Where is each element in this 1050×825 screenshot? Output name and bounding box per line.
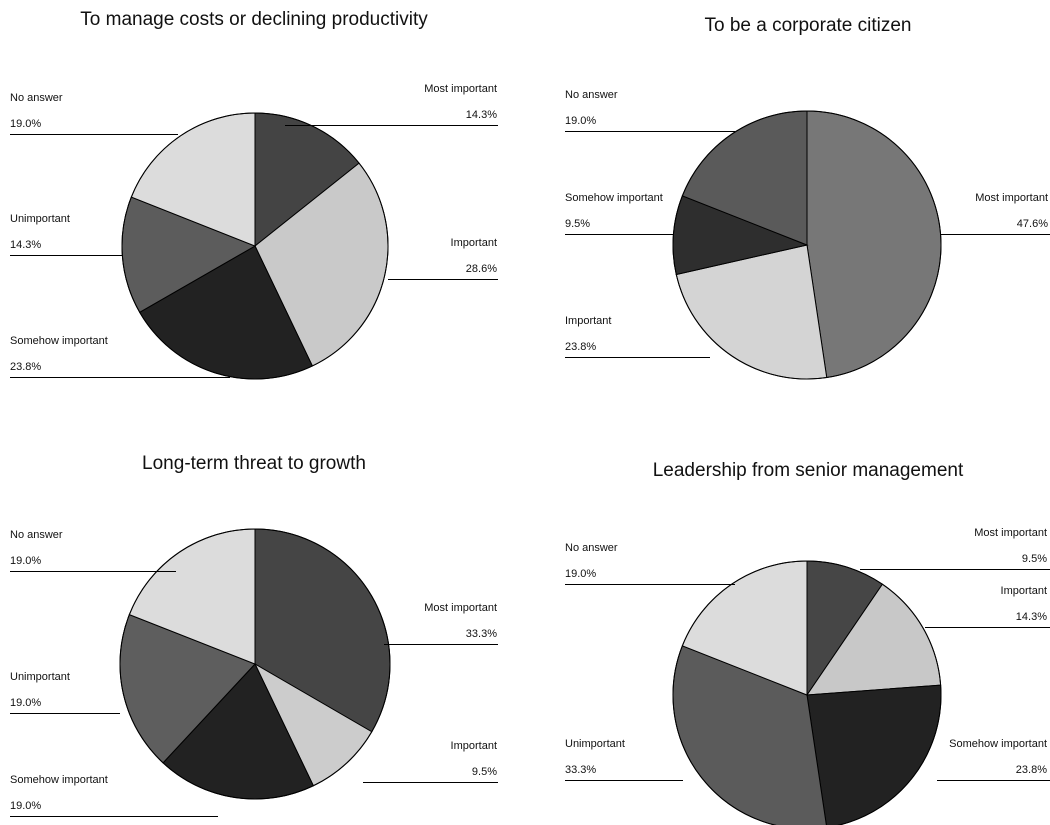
slice-value-label: 9.5% [565, 218, 590, 230]
slice-value-label: 19.0% [10, 800, 41, 812]
slice-label: Somehow important [10, 335, 108, 347]
slice-label: Most important [974, 527, 1047, 539]
slice-label: Somehow important [949, 738, 1047, 750]
slice-value-label: 14.3% [466, 109, 497, 121]
slice-label: Unimportant [565, 738, 625, 750]
slice-label: Most important [424, 83, 497, 95]
slice-label: Important [451, 237, 497, 249]
pie-outline [672, 560, 942, 825]
slice-value-label: 19.0% [565, 568, 596, 580]
slice-value-label: 23.8% [565, 341, 596, 353]
pie-chart-long-term-threat: Long-term threat to growth Most importan… [10, 453, 498, 817]
slice-value-label: 28.6% [466, 263, 497, 275]
slice-value-label: 14.3% [1016, 611, 1047, 623]
slice-label: Important [565, 315, 611, 327]
slice-label: No answer [565, 89, 618, 101]
slice-value-label: 9.5% [472, 766, 497, 778]
slice-value-label: 19.0% [10, 555, 41, 567]
slice-value-label: 19.0% [10, 697, 41, 709]
slice-value-label: 19.0% [565, 115, 596, 127]
slice-value-label: 33.3% [565, 764, 596, 776]
slice-value-label: 23.8% [10, 361, 41, 373]
slice-label: Somehow important [565, 192, 663, 204]
slice-label: Most important [975, 192, 1048, 204]
pie-outline [672, 110, 942, 380]
chart-title: Long-term threat to growth [142, 453, 366, 474]
slice-label: Most important [424, 602, 497, 614]
slice-value-label: 9.5% [1022, 553, 1047, 565]
slice-label: Important [451, 740, 497, 752]
slice-label: Somehow important [10, 774, 108, 786]
slice-label: Unimportant [10, 671, 70, 683]
slice-label: No answer [565, 542, 618, 554]
chart-title: To be a corporate citizen [704, 15, 911, 36]
slice-label: Important [1001, 585, 1047, 597]
pie-chart-manage-costs: To manage costs or declining productivit… [10, 9, 498, 380]
slice-value-label: 19.0% [10, 118, 41, 130]
slice-value-label: 23.8% [1016, 764, 1047, 776]
pie-chart-corporate-citizen: To be a corporate citizen Most important… [565, 15, 1050, 380]
slice-label: Unimportant [10, 213, 70, 225]
pie-outline [121, 112, 389, 380]
slice-value-label: 33.3% [466, 628, 497, 640]
slice-label: No answer [10, 92, 63, 104]
pie-outline [119, 528, 391, 800]
slice-value-label: 47.6% [1017, 218, 1048, 230]
pie-chart-senior-leadership: Leadership from senior management Most i… [565, 460, 1050, 825]
slice-value-label: 14.3% [10, 239, 41, 251]
pie-slice-most-important [806, 110, 942, 379]
chart-title: Leadership from senior management [653, 460, 964, 481]
slice-label: No answer [10, 529, 63, 541]
pie-slice-somehow-important [806, 684, 942, 825]
chart-title: To manage costs or declining productivit… [80, 9, 428, 30]
